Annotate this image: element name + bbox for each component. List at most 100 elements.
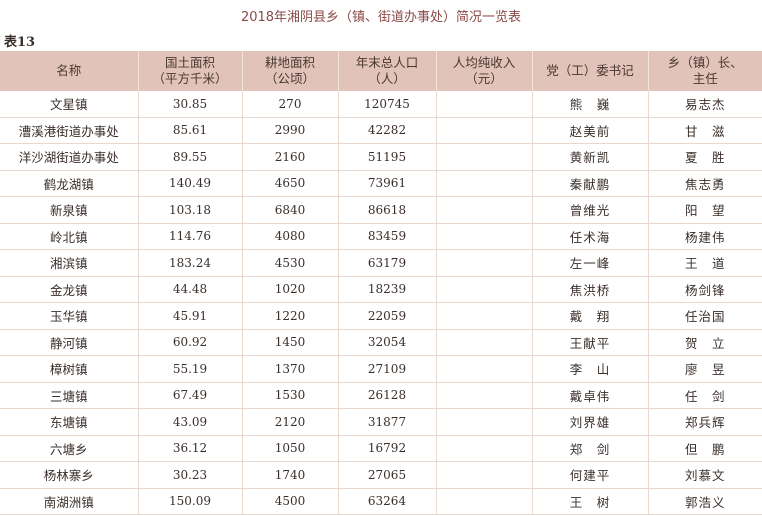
cell-secretary: 任术海 [532, 223, 649, 250]
cell-area: 89.55 [138, 143, 243, 171]
cell-head: 阳 望 [648, 196, 762, 224]
cell-farmland: 4530 [242, 249, 339, 277]
table-row: 南湖洲镇 150.09 4500 63264 王 树郭浩义 [0, 488, 762, 515]
cell-farmland: 4500 [242, 488, 339, 515]
header-income-line1: 人均纯收入 [452, 55, 516, 70]
document-title: 2018年湘阴县乡（镇、街道办事处）简况一览表 [240, 10, 522, 25]
cell-head: 廖 昱 [648, 355, 762, 383]
cell-farmland: 1220 [242, 302, 339, 330]
cell-population: 73961 [338, 170, 437, 197]
cell-area: 36.12 [138, 435, 243, 462]
cell-name: 文星镇 [0, 91, 139, 118]
cell-head: 郭浩义 [648, 488, 762, 515]
table-row: 新泉镇 103.18 6840 86618 曾维光阳 望 [0, 196, 762, 224]
header-population-line2: （人） [368, 71, 406, 86]
cell-population: 42282 [338, 117, 437, 144]
cell-income [436, 223, 533, 250]
cell-head: 任 剑 [648, 382, 762, 409]
cell-population: 18239 [338, 276, 437, 303]
table-row: 金龙镇 44.48 1020 18239 焦洪桥 杨剑锋 [0, 276, 762, 303]
cell-income [436, 302, 533, 330]
cell-head: 易志杰 [648, 91, 762, 118]
header-head-line2: 主任 [692, 71, 718, 86]
cell-secretary: 戴卓伟 [532, 382, 649, 409]
cell-income [436, 91, 533, 118]
cell-secretary: 王 树 [532, 488, 649, 515]
table-row: 岭北镇 114.76 4080 83459 任术海 杨建伟 [0, 223, 762, 250]
cell-population: 83459 [338, 223, 437, 250]
cell-area: 183.24 [138, 249, 243, 277]
cell-farmland: 4080 [242, 223, 339, 250]
cell-area: 43.09 [138, 408, 243, 436]
cell-area: 30.23 [138, 461, 243, 489]
cell-population: 63179 [338, 249, 437, 277]
cell-farmland: 1530 [242, 382, 339, 409]
cell-name: 湘滨镇 [0, 249, 139, 277]
table-row: 东塘镇 43.09 2120 31877 刘界雄 郑兵辉 [0, 408, 762, 436]
cell-name: 东塘镇 [0, 408, 139, 436]
cell-income [436, 461, 533, 489]
table-row: 文星镇 30.85 270 120745 熊 巍易志杰 [0, 91, 762, 118]
cell-secretary: 李 山 [532, 355, 649, 383]
cell-secretary: 秦献鹏 [532, 170, 649, 197]
cell-income [436, 249, 533, 277]
cell-name: 玉华镇 [0, 302, 139, 330]
cell-head: 郑兵辉 [648, 408, 762, 436]
cell-secretary: 刘界雄 [532, 408, 649, 436]
cell-area: 45.91 [138, 302, 243, 330]
cell-area: 103.18 [138, 196, 243, 224]
cell-area: 85.61 [138, 117, 243, 144]
cell-head: 但 鹏 [648, 435, 762, 462]
table-row: 鹤龙湖镇 140.49 4650 73961 秦献鹏 焦志勇 [0, 170, 762, 197]
cell-population: 27109 [338, 355, 437, 383]
cell-secretary: 郑 剑 [532, 435, 649, 462]
cell-secretary: 曾维光 [532, 196, 649, 224]
table-body: 文星镇 30.85 270 120745 熊 巍易志杰 漕溪港街道办事处 85.61 2990… [0, 91, 762, 515]
cell-farmland: 2990 [242, 117, 339, 144]
cell-secretary: 戴 翔 [532, 302, 649, 330]
header-income: 人均纯收入 （元） [436, 51, 533, 91]
cell-name: 六塘乡 [0, 435, 139, 462]
cell-farmland: 6840 [242, 196, 339, 224]
cell-population: 86618 [338, 196, 437, 224]
table-row: 杨林寨乡 30.23 1740 27065 何建平 刘慕文 [0, 461, 762, 489]
cell-population: 16792 [338, 435, 437, 462]
cell-income [436, 276, 533, 303]
cell-area: 60.92 [138, 329, 243, 356]
cell-head: 任治国 [648, 302, 762, 330]
table-row: 湘滨镇 183.24 4530 63179 左一峰王 道 [0, 249, 762, 277]
cell-income [436, 143, 533, 171]
cell-name: 南湖洲镇 [0, 488, 139, 515]
cell-secretary: 黄新凯 [532, 143, 649, 171]
cell-income [436, 382, 533, 409]
header-income-line2: （元） [465, 71, 503, 86]
table-row: 静河镇 60.92 1450 32054 王献平贺 立 [0, 329, 762, 356]
cell-name: 岭北镇 [0, 223, 139, 250]
cell-area: 67.49 [138, 382, 243, 409]
header-area-line2: （平方千米） [152, 71, 228, 86]
header-name: 名称 [0, 51, 139, 91]
cell-income [436, 488, 533, 515]
cell-income [436, 117, 533, 144]
cell-name: 新泉镇 [0, 196, 139, 224]
table-label: 表13 [4, 35, 36, 50]
cell-head: 杨剑锋 [648, 276, 762, 303]
header-farmland-line2: （公顷） [264, 71, 315, 86]
cell-area: 44.48 [138, 276, 243, 303]
header-head: 乡（镇）长、 主任 [648, 51, 762, 91]
cell-area: 114.76 [138, 223, 243, 250]
cell-population: 63264 [338, 488, 437, 515]
header-farmland-line1: 耕地面积 [264, 55, 315, 70]
cell-head: 甘 滋 [648, 117, 762, 144]
cell-farmland: 1050 [242, 435, 339, 462]
cell-name: 樟树镇 [0, 355, 139, 383]
table-row: 六塘乡 36.12 1050 16792 郑 剑但 鹏 [0, 435, 762, 462]
cell-area: 140.49 [138, 170, 243, 197]
cell-population: 120745 [338, 91, 437, 118]
cell-head: 刘慕文 [648, 461, 762, 489]
cell-secretary: 何建平 [532, 461, 649, 489]
header-row: 名称 国土面积 （平方千米） 耕地面积 （公顷） 年末总人口 （人） 人均纯收入… [0, 51, 762, 91]
header-population: 年末总人口 （人） [338, 51, 437, 91]
cell-name: 杨林寨乡 [0, 461, 139, 489]
